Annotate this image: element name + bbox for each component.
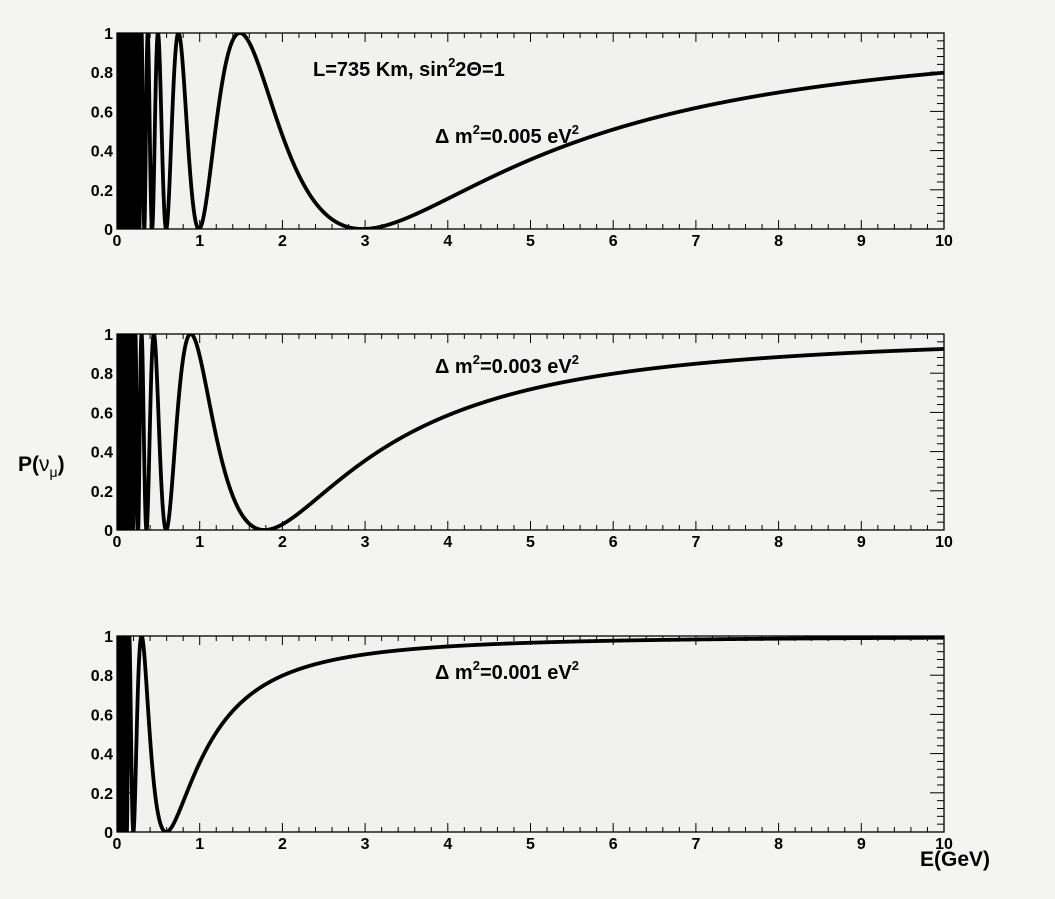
y-tick-label: 0 [104, 222, 113, 239]
dm2-annotation: Δ m2=0.003 eV2 [435, 352, 579, 378]
y-tick-label: 0.8 [91, 668, 113, 685]
y-tick-label: 0.2 [91, 786, 113, 803]
x-tick-label: 0 [113, 534, 122, 551]
y-tick-label: 0.6 [91, 104, 113, 121]
y-tick-label: 0.6 [91, 707, 113, 724]
probability-curve [117, 334, 944, 530]
panel-3: 0 1 2 3 4 5 6 7 8 9 10 0 0.2 0.4 0.6 0.8 1 Δ m2=0.001 eV2 [91, 629, 953, 853]
x-tick-label: 5 [526, 233, 535, 250]
x-tick-label: 1 [195, 836, 204, 853]
x-tick-label: 10 [935, 233, 953, 250]
x-tick-label: 7 [691, 233, 700, 250]
y-tick-label: 0.8 [91, 366, 113, 383]
y-tick-label: 0.4 [91, 747, 113, 764]
y-tick-label: 0 [104, 523, 113, 540]
x-tick-label: 4 [443, 233, 452, 250]
x-tick-label: 9 [857, 836, 866, 853]
x-tick-label: 3 [361, 534, 370, 551]
probability-curve [117, 636, 944, 832]
x-tick-label: 4 [443, 534, 452, 551]
y-axis-label: P(νμ) [18, 453, 65, 480]
x-tick-label: 6 [609, 836, 618, 853]
x-tick-label: 3 [361, 233, 370, 250]
y-tick-label: 0.4 [91, 144, 113, 161]
x-tick-label: 7 [691, 534, 700, 551]
y-tick-label: 0.2 [91, 484, 113, 501]
x-tick-label: 6 [609, 233, 618, 250]
y-tick-label: 0.6 [91, 405, 113, 422]
x-tick-label: 3 [361, 836, 370, 853]
x-tick-label: 0 [113, 836, 122, 853]
x-tick-label: 10 [935, 836, 953, 853]
x-axis-label: E(GeV) [920, 848, 990, 871]
x-tick-label: 4 [443, 836, 452, 853]
x-tick-label: 10 [935, 534, 953, 551]
plot-frame [116, 635, 945, 833]
x-tick-label: 2 [278, 534, 287, 551]
x-tick-label: 0 [113, 233, 122, 250]
x-tick-label: 1 [195, 233, 204, 250]
dm2-annotation: Δ m2=0.001 eV2 [435, 658, 579, 684]
x-tick-label: 8 [774, 534, 783, 551]
y-tick-label: 1 [104, 629, 113, 646]
x-tick-label: 5 [526, 534, 535, 551]
dm2-annotation: Δ m2=0.005 eV2 [435, 122, 579, 148]
x-tick-label: 5 [526, 836, 535, 853]
x-tick-label: 9 [857, 534, 866, 551]
probability-curve [117, 33, 944, 229]
baseline-header: L=735 Km, sin22Θ=1 [313, 55, 505, 81]
y-tick-label: 1 [104, 327, 113, 344]
x-tick-label: 6 [609, 534, 618, 551]
x-tick-label: 9 [857, 233, 866, 250]
x-tick-label: 8 [774, 836, 783, 853]
panel-2: 0 1 2 3 4 5 6 7 8 9 10 0 0.2 0.4 0.6 0.8 1 Δ m2=0.003 eV2 [91, 327, 953, 551]
plot-frame [116, 333, 945, 531]
x-tick-label: 2 [278, 836, 287, 853]
x-tick-label: 1 [195, 534, 204, 551]
y-tick-label: 0.4 [91, 445, 113, 462]
y-tick-label: 0.2 [91, 183, 113, 200]
y-tick-label: 1 [104, 26, 113, 43]
plot-frame [116, 32, 945, 230]
x-tick-label: 8 [774, 233, 783, 250]
x-tick-label: 7 [691, 836, 700, 853]
panel-1: 0 1 2 3 4 5 6 7 8 9 10 0 0.2 0.4 0.6 0.8 1 L=735 Km, sin2… [91, 26, 953, 250]
x-tick-label: 2 [278, 233, 287, 250]
y-tick-label: 0.8 [91, 65, 113, 82]
y-tick-label: 0 [104, 825, 113, 842]
